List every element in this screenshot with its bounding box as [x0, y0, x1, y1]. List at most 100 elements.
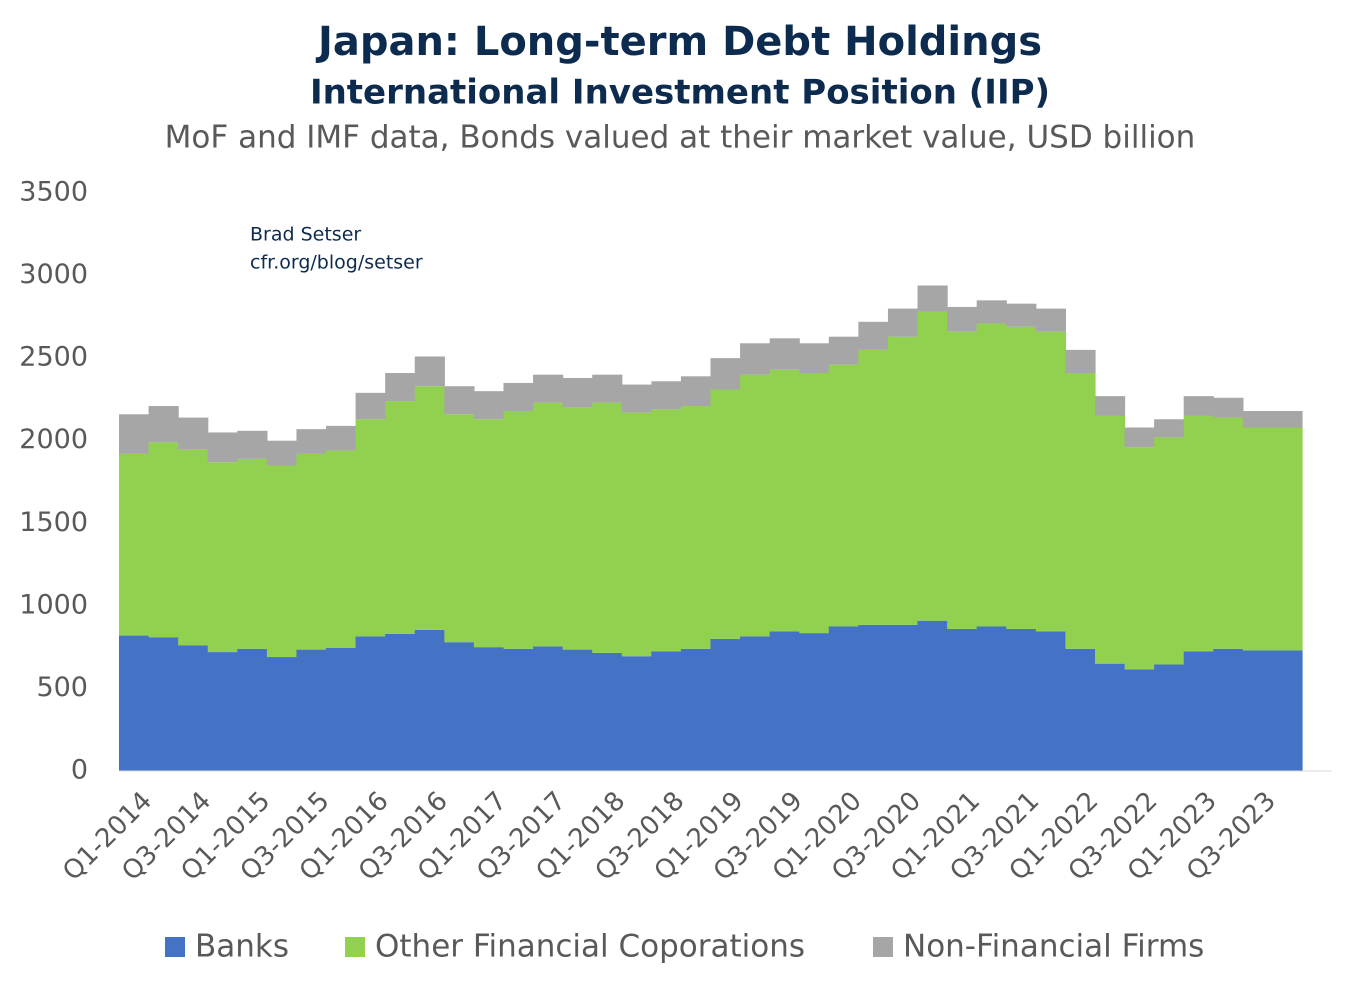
- bar-segment: [799, 633, 830, 771]
- bar-segment: [296, 649, 327, 771]
- bar-segment: [148, 442, 179, 638]
- annotation: Brad Setser: [250, 224, 361, 246]
- bar-segment: [1035, 631, 1066, 771]
- bar-segment: [444, 642, 475, 771]
- bar-segment: [887, 336, 919, 625]
- bar-segment: [503, 410, 534, 649]
- chart-description: MoF and IMF data, Bonds valued at their …: [165, 120, 1196, 156]
- bar-segment: [1094, 663, 1126, 771]
- y-tick-label: 1500: [19, 507, 88, 538]
- bar-segment: [828, 364, 859, 627]
- bar-segment: [1124, 669, 1155, 771]
- legend-swatch: [165, 937, 185, 957]
- bar-segment: [621, 412, 652, 657]
- bar-segment: [680, 648, 712, 771]
- bar-segment: [473, 647, 505, 771]
- bar-segment: [1035, 331, 1066, 632]
- y-tick-label: 0: [71, 755, 88, 786]
- chart-title: Japan: Long-term Debt Holdings: [315, 19, 1042, 65]
- bar-segment: [887, 624, 919, 771]
- bar-segment: [355, 636, 386, 771]
- bar-segment: [207, 652, 238, 771]
- bar-segment: [414, 356, 445, 387]
- bar-segment: [326, 450, 357, 648]
- bar-segment: [917, 285, 948, 312]
- bar-segment: [592, 402, 623, 653]
- bar-segment: [503, 382, 534, 411]
- bar-segment: [887, 308, 919, 337]
- bar-segment: [207, 432, 238, 463]
- bar-segment: [562, 649, 593, 771]
- bar-segment: [1094, 415, 1126, 664]
- bar-segment: [858, 321, 889, 350]
- bar-segment: [651, 651, 682, 771]
- legend-swatch: [345, 937, 365, 957]
- y-tick-label: 2000: [19, 424, 88, 455]
- bar-segment: [296, 429, 327, 454]
- bar-segment: [651, 381, 682, 410]
- bar-segment: [710, 358, 741, 390]
- bar-segment: [1094, 396, 1126, 416]
- bar-segment: [1242, 427, 1274, 651]
- bar-segment: [976, 626, 1007, 771]
- bar-segment: [1124, 447, 1155, 670]
- bar-segment: [414, 386, 445, 630]
- bar-segment: [1213, 648, 1244, 771]
- bar-segment: [1272, 650, 1303, 771]
- bar-segment: [1124, 427, 1155, 448]
- y-tick-label: 500: [36, 672, 88, 703]
- bar-segment: [592, 374, 623, 403]
- bar-segment: [473, 419, 505, 648]
- chart-subtitle: International Investment Position (IIP): [310, 73, 1050, 113]
- bar-segment: [385, 373, 416, 402]
- bar-segment: [1154, 437, 1185, 665]
- bar-segment: [533, 402, 564, 647]
- bar-segment: [473, 391, 505, 420]
- bar-segment: [1272, 410, 1303, 428]
- bar-segment: [355, 419, 386, 637]
- bar-segment: [976, 300, 1007, 324]
- y-tick-label: 2500: [19, 342, 88, 373]
- bar-segment: [917, 620, 948, 771]
- bar-segment: [651, 409, 682, 652]
- bar-segment: [858, 624, 889, 771]
- bar-segment: [1242, 410, 1274, 428]
- bar-segment: [237, 648, 268, 771]
- legend-label: Banks: [195, 929, 289, 965]
- y-tick-label: 3000: [19, 259, 88, 290]
- annotation: cfr.org/blog/setser: [250, 252, 423, 274]
- bar-segment: [680, 406, 712, 649]
- bar-segment: [1154, 664, 1185, 771]
- bar-segment: [503, 648, 534, 771]
- bar-segment: [562, 407, 593, 650]
- bar-segment: [533, 374, 564, 403]
- bar-segment: [1242, 650, 1274, 771]
- bar-segment: [769, 369, 800, 632]
- bar-segment: [414, 629, 445, 771]
- bar-segment: [266, 465, 298, 658]
- bar-segment: [858, 349, 889, 625]
- bar-segment: [769, 631, 800, 771]
- bar-segment: [947, 331, 978, 629]
- bar-segment: [119, 414, 150, 454]
- bar-segment: [1272, 427, 1303, 651]
- bar-segment: [1154, 419, 1185, 438]
- bar-segment: [237, 458, 268, 649]
- bar-segment: [1183, 651, 1214, 771]
- bar-segment: [237, 430, 268, 459]
- bar-segment: [385, 401, 416, 634]
- bar-segment: [710, 389, 741, 639]
- bar-segment: [1183, 396, 1214, 416]
- legend-label: Non-Financial Firms: [903, 929, 1204, 965]
- y-tick-label: 3500: [19, 177, 88, 208]
- legend-label: Other Financial Coporations: [375, 929, 805, 965]
- bar-segment: [799, 373, 830, 634]
- bar-segment: [444, 386, 475, 415]
- bar-segment: [266, 440, 298, 466]
- bar-segment: [1213, 417, 1244, 649]
- bar-segment: [1006, 303, 1037, 327]
- bar-segment: [828, 626, 859, 771]
- bar-segment: [296, 453, 327, 650]
- bar-segment: [533, 646, 564, 771]
